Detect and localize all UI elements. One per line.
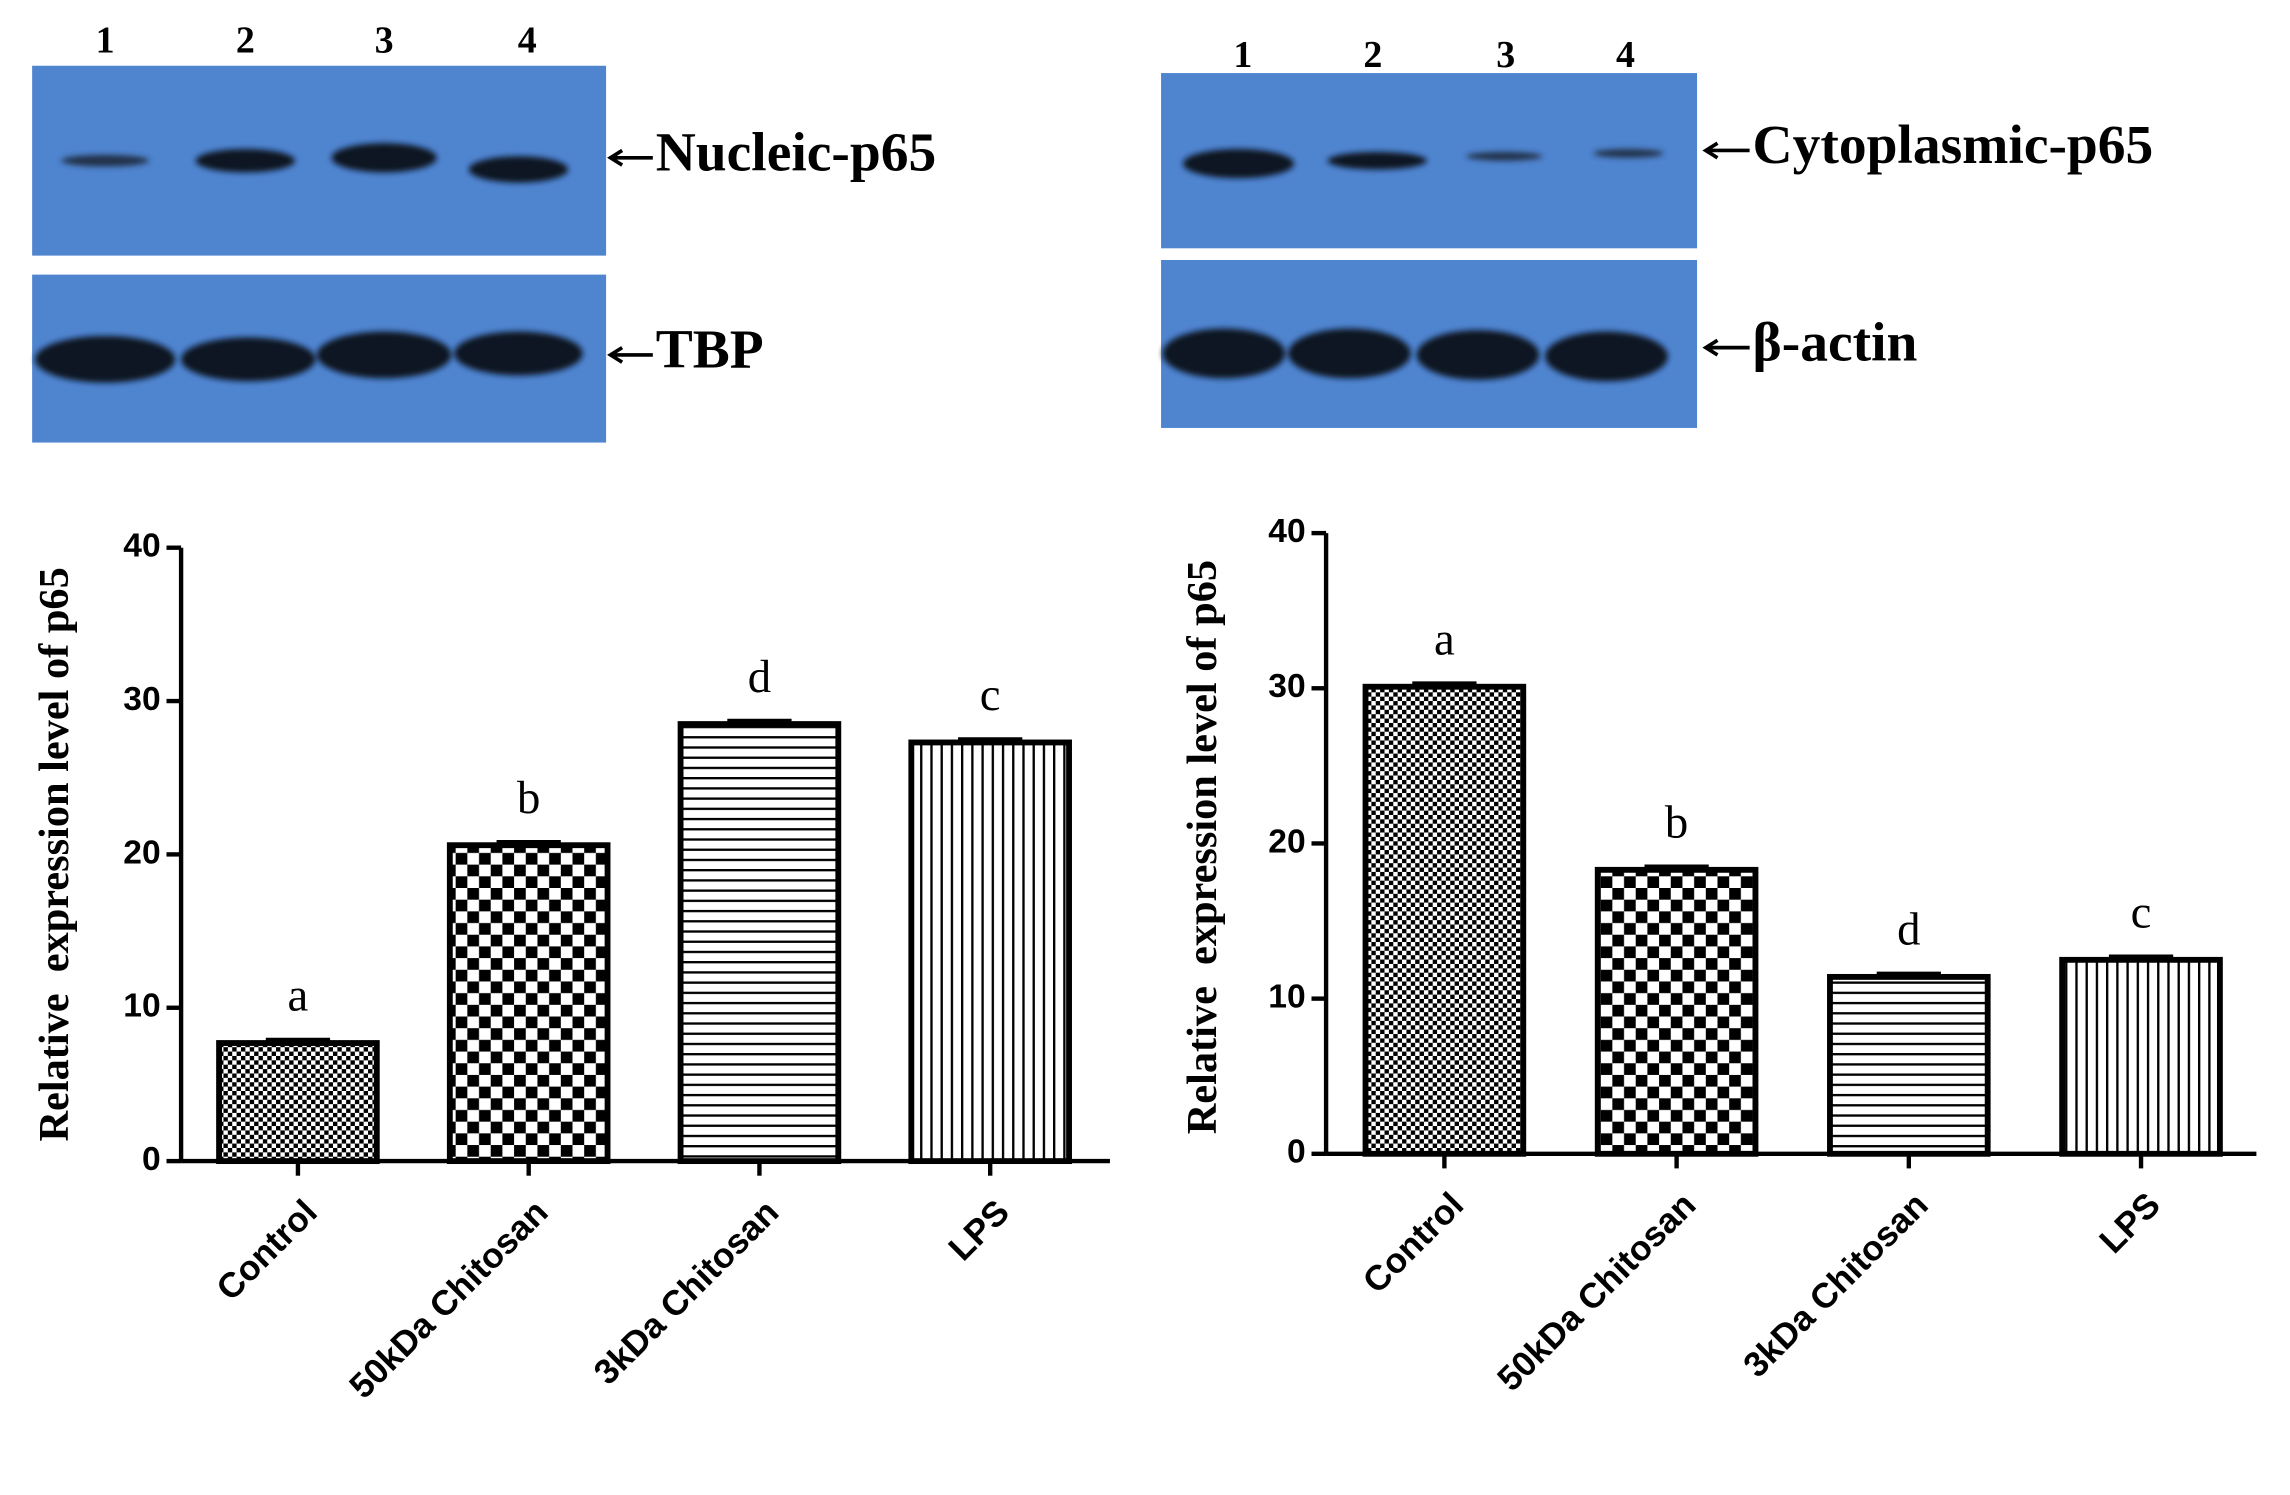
significance-letter: b bbox=[1665, 797, 1688, 849]
lane-number: 2 bbox=[1363, 34, 1382, 76]
blot-label: β-actin bbox=[1753, 312, 1918, 373]
x-tick-label: LPS bbox=[2092, 1185, 2168, 1261]
bar bbox=[446, 842, 611, 1165]
significance-letter: a bbox=[288, 970, 309, 1022]
significance-letter: d bbox=[748, 651, 771, 703]
x-tick-label: Control bbox=[1356, 1185, 1472, 1301]
lane-number: 4 bbox=[1616, 34, 1635, 76]
lane-number: 4 bbox=[518, 20, 537, 62]
x-tick-label: LPS bbox=[941, 1192, 1017, 1268]
blot-label: TBP bbox=[656, 320, 764, 381]
blot-label: Nucleic-p65 bbox=[656, 123, 936, 184]
lane-number: 3 bbox=[375, 20, 394, 62]
arrows bbox=[607, 141, 1750, 364]
y-tick-label: 40 bbox=[123, 528, 160, 565]
x-tick-label: 50kDa Chitosan bbox=[342, 1192, 556, 1406]
bar bbox=[677, 721, 842, 1165]
lane-number: 2 bbox=[236, 20, 255, 62]
y-tick-label: 40 bbox=[1268, 513, 1305, 550]
y-tick-label: 0 bbox=[1287, 1134, 1306, 1171]
significance-letter: d bbox=[1897, 904, 1920, 956]
y-axis-label: Relative expression level of p65 bbox=[1179, 560, 1226, 1134]
x-tick-label: 3kDa Chitosan bbox=[1736, 1185, 1936, 1385]
bar bbox=[1594, 866, 1759, 1157]
bar bbox=[908, 739, 1072, 1165]
significance-letter: c bbox=[2131, 887, 2152, 939]
y-axis-label: Relative expression level of p65 bbox=[31, 567, 78, 1141]
significance-letter: b bbox=[517, 772, 540, 824]
lane-number: 1 bbox=[1233, 34, 1252, 76]
lane-number: 1 bbox=[96, 20, 115, 62]
x-tick-label: Control bbox=[209, 1192, 325, 1308]
significance-letter: c bbox=[980, 669, 1001, 721]
blot-bands bbox=[35, 143, 583, 383]
y-tick-label: 0 bbox=[142, 1141, 161, 1178]
y-tick-label: 20 bbox=[1268, 823, 1305, 860]
bar bbox=[1362, 683, 1527, 1157]
bar bbox=[216, 1040, 380, 1165]
x-tick-label: 50kDa Chitosan bbox=[1490, 1185, 1704, 1399]
y-tick-label: 10 bbox=[123, 988, 160, 1025]
y-tick-label: 30 bbox=[1268, 668, 1305, 705]
blot-bands bbox=[1162, 149, 1668, 382]
y-tick-label: 30 bbox=[123, 681, 160, 718]
lane-number: 3 bbox=[1496, 34, 1515, 76]
y-tick-label: 10 bbox=[1268, 979, 1305, 1016]
y-tick-label: 20 bbox=[123, 834, 160, 871]
bar bbox=[2059, 956, 2223, 1157]
bar bbox=[1827, 973, 1991, 1157]
significance-letter: a bbox=[1434, 613, 1455, 665]
blot-label: Cytoplasmic-p65 bbox=[1753, 115, 2154, 176]
x-tick-label: 3kDa Chitosan bbox=[587, 1192, 787, 1392]
